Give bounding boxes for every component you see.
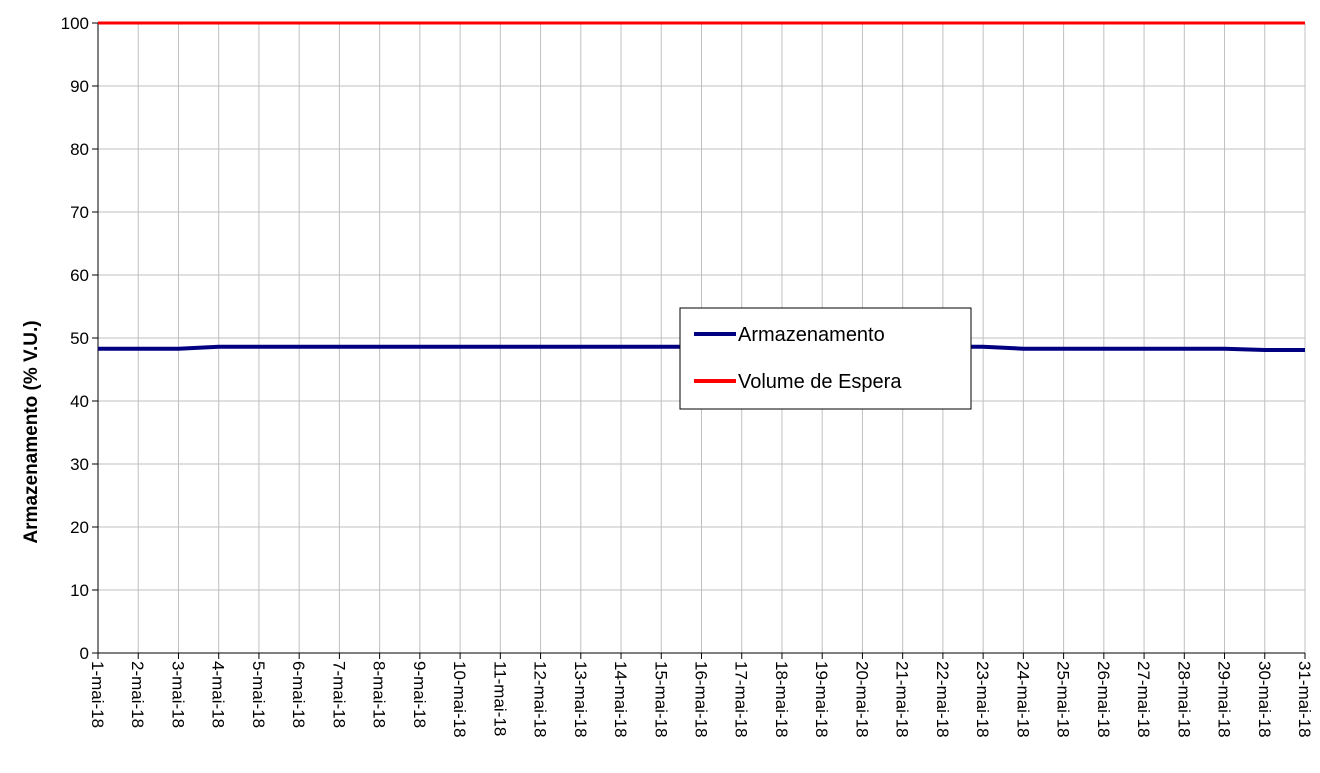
x-tick-label: 24-mai-18	[1013, 661, 1032, 738]
axes	[92, 22, 1306, 659]
x-tick-label: 12-mai-18	[531, 661, 550, 738]
x-tick-label: 18-mai-18	[772, 661, 791, 738]
legend-label: Armazenamento	[738, 324, 885, 346]
x-tick-label: 14-mai-18	[611, 661, 630, 738]
x-tick-label: 28-mai-18	[1174, 661, 1193, 738]
y-tick-label: 40	[70, 392, 89, 411]
y-tick-label: 0	[80, 644, 89, 663]
x-tick-label: 21-mai-18	[893, 661, 912, 738]
x-tick-label: 27-mai-18	[1134, 661, 1153, 738]
x-tick-label: 2-mai-18	[128, 661, 147, 728]
x-tick-label: 17-mai-18	[732, 661, 751, 738]
x-tick-label: 25-mai-18	[1054, 661, 1073, 738]
x-tick-label: 7-mai-18	[329, 661, 348, 728]
x-tick-label: 5-mai-18	[249, 661, 268, 728]
x-tick-label: 29-mai-18	[1215, 661, 1234, 738]
y-tick-labels: 0 10 20 30 40 50 60 70 80 90 100	[61, 14, 89, 663]
legend: Armazenamento Volume de Espera	[679, 307, 972, 410]
x-tick-label: 15-mai-18	[651, 661, 670, 738]
x-tick-label: 26-mai-18	[1094, 661, 1113, 738]
legend-box	[679, 307, 972, 410]
x-tick-label: 13-mai-18	[571, 661, 590, 738]
x-tick-label: 9-mai-18	[410, 661, 429, 728]
y-tick-label: 10	[70, 581, 89, 600]
y-tick-label: 60	[70, 266, 89, 285]
x-tick-label: 3-mai-18	[168, 661, 187, 728]
y-tick-label: 90	[70, 77, 89, 96]
x-tick-label: 19-mai-18	[812, 661, 831, 738]
x-tick-label: 20-mai-18	[852, 661, 871, 738]
x-tick-label: 22-mai-18	[933, 661, 952, 738]
x-tick-label: 10-mai-18	[450, 661, 469, 738]
x-tick-label: 31-mai-18	[1295, 661, 1314, 738]
y-tick-label: 70	[70, 203, 89, 222]
x-tick-labels: 1-mai-18 2-mai-18 3-mai-18 4-mai-18 5-mai-18…	[88, 661, 1314, 738]
x-tick-label: 16-mai-18	[692, 661, 711, 738]
y-tick-label: 100	[61, 14, 89, 33]
legend-label: Volume de Espera	[738, 371, 902, 393]
x-tick-label: 11-mai-18	[490, 661, 509, 736]
x-tick-label: 8-mai-18	[370, 661, 389, 728]
x-tick-label: 1-mai-18	[88, 661, 107, 728]
x-tick-label: 23-mai-18	[973, 661, 992, 738]
y-tick-label: 80	[70, 140, 89, 159]
x-tick-label: 6-mai-18	[289, 661, 308, 728]
x-tick-label: 4-mai-18	[209, 661, 228, 728]
y-tick-label: 30	[70, 455, 89, 474]
y-tick-label: 50	[70, 329, 89, 348]
y-tick-label: 20	[70, 518, 89, 537]
y-axis-label: Armazenamento (% V.U.)	[21, 320, 42, 543]
x-tick-label: 30-mai-18	[1255, 661, 1274, 738]
